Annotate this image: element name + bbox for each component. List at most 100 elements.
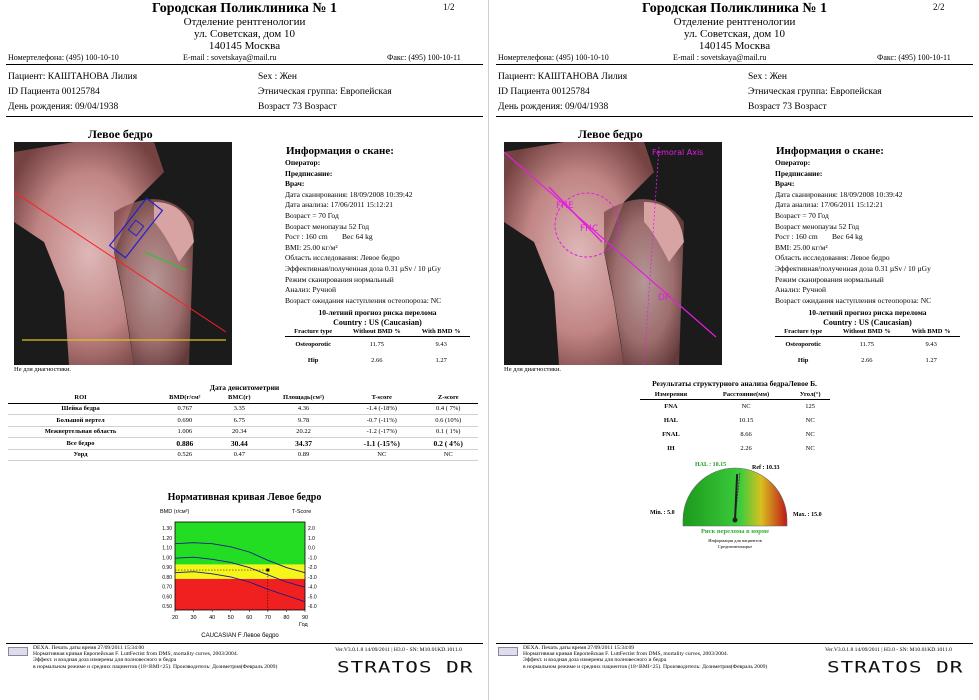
height-value: Рост : 160 cm (775, 232, 818, 242)
x-tick-label: 80 (283, 615, 289, 621)
series-line-1 (174, 556, 306, 588)
cell: -1.1 (-15%) (345, 437, 419, 450)
scan-info-line: Рост : 160 cm Вес 64 kg (775, 232, 931, 243)
cell: 9.78 (262, 414, 346, 427)
cell: NC (805, 430, 815, 438)
y2-tick-label: -4.0 (308, 585, 317, 591)
scan-title: Левое бедро (578, 127, 643, 141)
patient-id: ID Пациента 00125784 (498, 87, 590, 97)
patient-point (266, 568, 270, 572)
gauge-note-2: Средиземноморье (717, 544, 753, 549)
scan-info-block: Оператор: Предписание: Врач: Дата сканир… (775, 158, 931, 306)
plot-frame (174, 521, 306, 611)
scan-info-line: Возраст ожидания наступления остеопороза… (285, 295, 442, 305)
department: Отделение рентгенологии (183, 16, 306, 28)
col-header: Площадь(см²) (262, 392, 346, 404)
patient-name: Пациент: КАШТАНОВА Лилия (8, 72, 138, 82)
scan-info-line: Оператор: (775, 158, 811, 167)
scan-info-line: Предписание: (775, 168, 823, 178)
cell: 3.35 (216, 403, 263, 415)
cell: -1.2 (-17%) (345, 426, 419, 438)
patient-sex: Sex : Жен (258, 72, 297, 82)
cell: 6.75 (216, 414, 263, 427)
table-row-total: Все бедро 0.886 30.44 34.37 -1.1 (-15%) 0.2 (… (8, 437, 478, 450)
footer-rule (6, 643, 483, 644)
table-row: Большой вертел 0.690 6.75 9.78 -0.7 (-11%) 0.… (8, 414, 478, 427)
report-page-1: Городская Поликлиника № 1 1/2 Отделение … (0, 0, 489, 700)
patient-sex: Sex : Жен (748, 72, 787, 82)
col-header: Without BMD % (352, 327, 401, 335)
y-tick-label: 1.00 (162, 555, 172, 561)
y-tick-label: 0.60 (162, 594, 172, 600)
cell: 34.37 (262, 437, 346, 450)
table-row: IH 2.26 NC (640, 441, 830, 455)
fracture-risk-gauge (682, 467, 788, 527)
cell: 0.47 (216, 449, 263, 461)
cell: 20.34 (216, 426, 263, 438)
fax: Факс: (495) 100-10-11 (877, 53, 951, 62)
scan-info-line: Область исследования: Левое бедро (285, 253, 400, 263)
footer-notes: DEXA. Печать даты время 27/09/2011 15:34… (33, 645, 277, 670)
clinic-name: Городская Поликлиника № 1 (642, 1, 827, 16)
x-tick-label: 20 (172, 615, 178, 621)
scan-info-title: Информация о скане: (286, 145, 394, 157)
series-line-0 (174, 542, 306, 574)
city-address: 140145 Москва (698, 40, 771, 52)
cell: NC (741, 402, 751, 410)
phone: Номертелефона: (495) 100-10-10 (498, 53, 609, 62)
device-logo-icon (498, 647, 518, 656)
cell: 30.44 (216, 437, 263, 450)
weight-value: Вес 64 kg (342, 232, 373, 242)
city-address: 140145 Москва (208, 40, 281, 52)
scan-info-line: Предписание: (285, 168, 333, 178)
email: E-mail : sovetskaya@mail.ru (183, 53, 277, 62)
cell: 0.886 (153, 437, 217, 450)
y2-tick-label: 1.0 (308, 536, 315, 542)
gauge-caption: Риск перелома в норме (700, 528, 770, 535)
scan-title: Левое бедро (88, 127, 153, 141)
cell: 0.2 ( 4%) (418, 437, 478, 450)
x-tick-label: 60 (246, 615, 252, 621)
series-line-2 (174, 571, 306, 603)
department: Отделение рентгенологии (673, 16, 796, 28)
chart-caption: CAUCASIAN F Левое бедро (201, 633, 279, 639)
cell: 2.66 (861, 356, 873, 364)
scan-info-line: Возраст менопаузы 52 Год (285, 221, 370, 231)
cell: 4.36 (262, 403, 346, 415)
version-info: Ver.V3.0.1.8 14/09/2011 | Н3.0 - SN: M10… (825, 647, 952, 653)
cell: 1.27 (435, 356, 447, 364)
no-diag-note: Не для диагностики. (504, 366, 562, 373)
structural-table: Измерения Расстояние(мм) Угол(°) FNA NC 125 … (640, 390, 830, 455)
densitometry-title: Дата денситометрии (209, 383, 280, 392)
fracture-risk-country: Country : US (Caucasian) (823, 318, 912, 327)
footer-line: Эффект. и входная доза измерены для полн… (523, 657, 667, 664)
page-number: 1/2 (443, 2, 455, 12)
col-header: Расстояние(мм) (722, 390, 770, 398)
y-tick-label: 0.90 (162, 565, 172, 571)
cell: -0.7 (-11%) (345, 414, 419, 427)
cell: FNA (664, 402, 678, 410)
dexa-hip-geometry-image: FHE FHC DF Femoral Axis (504, 142, 722, 365)
cell: Большой вертел (8, 414, 154, 427)
patient-ethnic: Этническая группа: Европейская (748, 87, 882, 97)
band-osteopenia (175, 564, 305, 579)
scan-info-line: Анализ: Ручной (775, 285, 826, 295)
cell: 1.006 (153, 426, 217, 438)
cell: -1.4 (-18%) (345, 403, 419, 415)
cell: 125 (805, 402, 816, 410)
cell: 1.27 (925, 356, 937, 364)
cell: 0.526 (153, 449, 217, 461)
scan-info-line: Режим сканирования нормальный (285, 274, 394, 284)
footer-notes: DEXA. Печать даты время 27/09/2011 15:34… (523, 645, 767, 670)
cell: 9.43 (435, 340, 447, 348)
table-row: Межвертельная область 1.006 20.34 20.22 -1.2… (8, 426, 478, 438)
fracture-risk-title: 10-летний прогноз риска перелома (318, 308, 437, 317)
scan-info-line: Эффективная/полученная доза 0.31 µSv / 1… (775, 263, 931, 273)
cell: Все бедро (8, 437, 154, 450)
scan-info-line: Дата сканирования: 18/09/2008 10:39:42 (285, 189, 413, 199)
cell: 9.43 (925, 340, 937, 348)
cell: 11.75 (859, 340, 874, 348)
y-axis-label: BMD (г/см²) (160, 509, 189, 515)
scan-info-line: BMI: 25.00 кг/м² (775, 242, 828, 252)
header-rule (496, 64, 973, 65)
